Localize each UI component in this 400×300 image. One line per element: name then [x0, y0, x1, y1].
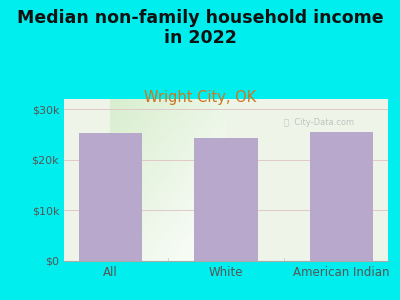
Bar	[79, 134, 142, 261]
Bar	[194, 139, 258, 261]
Text: ⓘ  City-Data.com: ⓘ City-Data.com	[284, 118, 354, 127]
Text: Wright City, OK: Wright City, OK	[144, 90, 256, 105]
Text: Median non-family household income
in 2022: Median non-family household income in 20…	[17, 9, 383, 47]
Bar	[310, 132, 373, 261]
